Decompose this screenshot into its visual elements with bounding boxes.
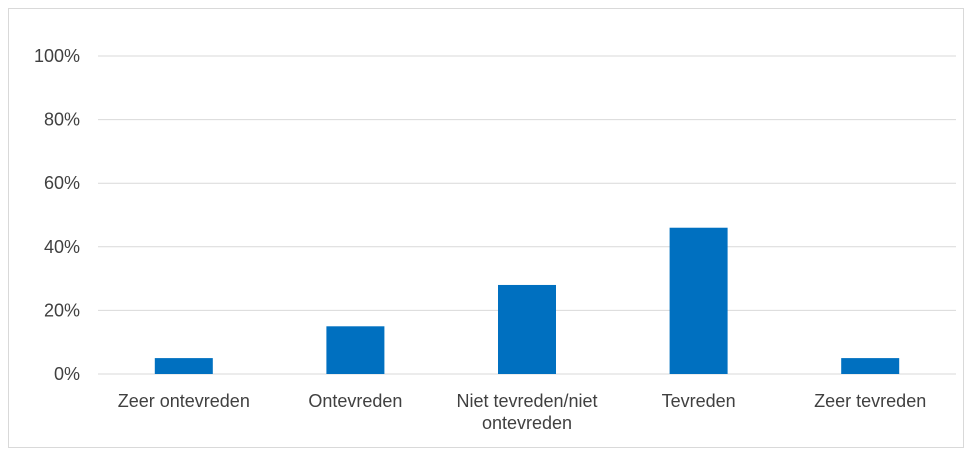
chart-frame (8, 8, 964, 448)
bar (326, 326, 385, 374)
y-tick-label: 0% (54, 364, 80, 384)
bar (669, 227, 728, 374)
bar (841, 358, 900, 374)
x-tick-label: Tevreden (662, 391, 736, 411)
y-tick-label: 20% (44, 300, 80, 320)
y-tick-label: 100% (34, 46, 80, 66)
x-tick-label: Zeer tevreden (814, 391, 926, 411)
y-tick-label: 60% (44, 173, 80, 193)
y-tick-label: 40% (44, 237, 80, 257)
x-tick-label: Zeer ontevreden (118, 391, 250, 411)
x-tick-label: Ontevreden (308, 391, 402, 411)
y-tick-label: 80% (44, 110, 80, 130)
bar (498, 284, 556, 374)
x-tick-label: ontevreden (482, 413, 572, 433)
x-tick-label: Niet tevreden/niet (456, 391, 597, 411)
bar (154, 358, 213, 374)
